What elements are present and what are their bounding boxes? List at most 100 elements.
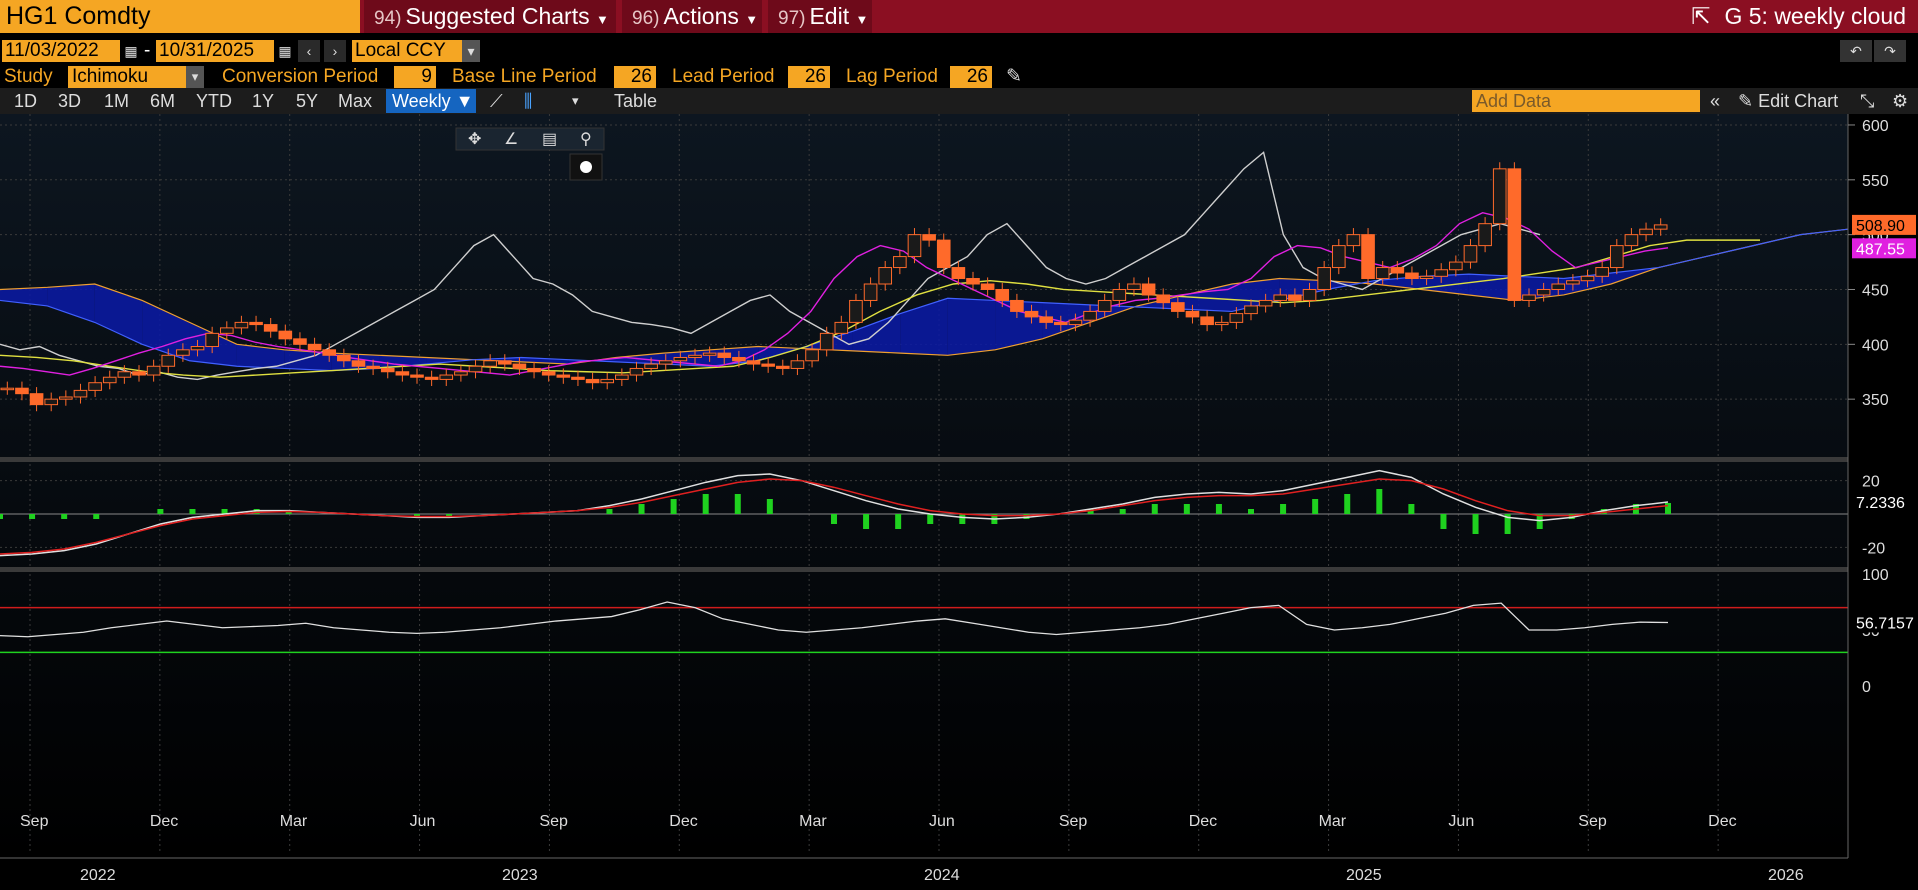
histogram-bar [863,514,870,529]
candle [805,349,819,362]
pencil-icon[interactable]: ✎ [1006,66,1022,87]
start-date-field[interactable]: 11/03/2022 [2,40,120,62]
chart-area[interactable]: Sep Dec Mar Jun Sep Dec Mar Jun Sep Dec Mar Jun Sep D… [0,114,1918,890]
candle [1317,267,1331,290]
edit-chart-button[interactable]: ✎ Edit Chart [1738,88,1838,114]
histogram-bar [0,514,3,519]
crosshair-icon[interactable]: ✥ [468,131,481,148]
calendar-icon[interactable]: ▦ [278,43,292,59]
candle [834,321,849,334]
study-bar: Study Ichimoku ▾ Conversion Period 9 Bas… [0,64,1918,90]
base-line-period-input[interactable]: 26 [614,66,656,88]
histogram-bar [221,509,228,514]
range-1y[interactable]: 1Y [252,91,275,111]
histogram-bar [253,509,260,514]
histogram-bar [1568,514,1575,519]
gear-icon[interactable]: ⚙ [1892,91,1909,111]
zoom-icon[interactable]: ⚲ [580,131,592,148]
chart-tools[interactable]: ✥ ∠ ▤ ⚲ [455,127,605,181]
undo-icon[interactable]: ↶ [1840,40,1872,62]
draw-icon[interactable]: ∠ [504,131,518,148]
chevron-down-icon: ▼ [855,12,869,27]
redo-icon[interactable]: ↷ [1874,40,1906,62]
ichimoku-cloud-segment [1232,278,1280,312]
notes-icon[interactable]: ▤ [542,131,557,148]
candle [922,234,936,241]
currency-select[interactable]: Local CCY [352,40,462,62]
range-1m[interactable]: 1M [104,91,130,111]
histogram-bar [414,514,420,517]
macd-last-label-box [1852,491,1916,512]
candle [161,354,176,367]
chevron-down-icon[interactable]: ▾ [572,93,579,108]
suggested-charts-menu[interactable]: 94) Suggested Charts ▼ [364,0,616,33]
candle [790,360,805,369]
study-select[interactable]: Ichimoku [68,66,186,88]
x-year-label: 2025 [1346,867,1382,884]
ticker-input[interactable]: HG1 Comdty [0,0,360,33]
candle [1185,310,1200,318]
rsi-panel [0,601,1848,654]
frequency-select[interactable]: Weekly ▼ [386,89,476,113]
candle [585,378,600,384]
table-button[interactable]: Table [614,91,658,111]
collapse-icon[interactable]: « [1710,91,1721,111]
range-5y[interactable]: 5Y [296,91,319,111]
candle [1171,302,1185,312]
menu-label: Edit [809,3,850,29]
lag-period-input[interactable]: 26 [950,66,992,88]
chevron-down-icon[interactable]: ▾ [462,40,480,62]
candle [1405,272,1419,280]
candlestick-icon[interactable]: ⫼ [524,91,533,111]
range-6m[interactable]: 6M [150,91,176,111]
popout-icon[interactable]: ⇱ [1691,3,1711,29]
range-ytd[interactable]: YTD [196,91,232,111]
lead-period-label: Lead Period [672,66,775,87]
conversion-period-input[interactable]: 9 [394,66,436,88]
end-date-field[interactable]: 10/31/2025 [156,40,274,62]
histogram-bar [1280,504,1287,514]
add-data-input[interactable]: Add Data [1472,90,1700,112]
calendar-icon[interactable]: ▦ [124,43,138,59]
next-period-icon[interactable]: › [324,40,346,62]
candle [380,367,395,373]
histogram-bar [766,499,773,514]
edit-chart-label: Edit Chart [1758,91,1839,111]
prev-period-icon[interactable]: ‹ [298,40,320,62]
actions-menu[interactable]: 96) Actions ▼ [622,0,762,33]
histogram-bar [1312,499,1319,514]
line-chart-icon[interactable]: ⟋ [490,91,503,111]
candle [439,374,454,380]
histogram-bar [93,514,100,519]
histogram-bar [1248,509,1254,514]
histogram-bar [1023,514,1030,519]
candle [1449,261,1463,271]
candle [702,352,717,356]
candle [117,371,132,378]
y-tick-label: -20 [1862,540,1885,557]
candle [1551,283,1566,290]
ichimoku-cloud-segment [1042,302,1090,339]
x-month-label: Dec [150,813,178,830]
candle [1097,299,1112,312]
candle [205,332,219,348]
candle [1331,245,1346,269]
chevron-down-icon[interactable]: ▾ [186,66,204,88]
y-tick-label: 550 [1862,173,1889,190]
candle [1361,234,1375,280]
record-icon[interactable] [580,161,592,173]
range-3d[interactable]: 3D [58,91,82,111]
range-max[interactable]: Max [338,91,373,111]
range-1d[interactable]: 1D [14,91,38,111]
histogram-bar [285,511,292,514]
rsi-last-label: 56.7157 [1856,615,1914,632]
menu-number: 96) [632,8,660,29]
candle [322,349,337,356]
lead-period-input[interactable]: 26 [788,66,830,88]
histogram-bar [157,509,164,514]
y-tick-label: 600 [1862,118,1889,135]
resize-icon[interactable]: ⤡ [1860,91,1875,111]
date-range-bar: 11/03/2022 ▦ - 10/31/2025 ▦ ‹ › Local CC… [0,37,1918,65]
edit-menu[interactable]: 97) Edit ▼ [768,0,872,33]
x-month-label: Dec [1189,813,1217,830]
